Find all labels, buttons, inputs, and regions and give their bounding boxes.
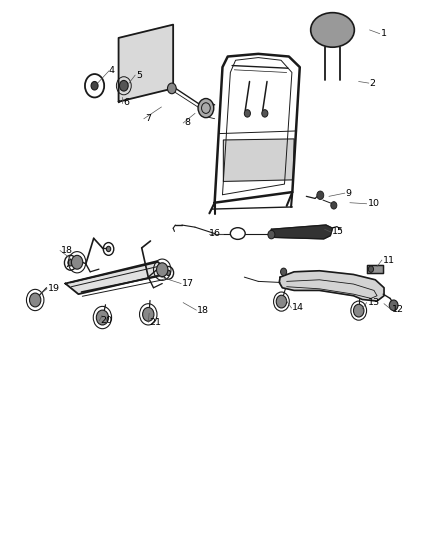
Text: 2: 2 bbox=[370, 78, 376, 87]
Text: 7: 7 bbox=[145, 114, 151, 123]
Circle shape bbox=[262, 110, 268, 117]
Circle shape bbox=[96, 310, 109, 325]
Text: 9: 9 bbox=[346, 189, 352, 198]
Text: 17: 17 bbox=[182, 279, 194, 288]
Circle shape bbox=[268, 230, 275, 239]
Polygon shape bbox=[367, 265, 383, 273]
Text: 18: 18 bbox=[197, 305, 209, 314]
Text: 16: 16 bbox=[209, 229, 221, 238]
Circle shape bbox=[167, 83, 176, 94]
Circle shape bbox=[120, 80, 128, 91]
Polygon shape bbox=[65, 261, 170, 294]
Text: 13: 13 bbox=[367, 298, 380, 307]
Text: 1: 1 bbox=[381, 29, 387, 38]
Circle shape bbox=[281, 268, 287, 276]
Circle shape bbox=[353, 304, 364, 317]
Text: 20: 20 bbox=[100, 316, 112, 325]
Text: 18: 18 bbox=[61, 246, 73, 255]
Text: 5: 5 bbox=[136, 70, 142, 79]
Text: 11: 11 bbox=[383, 256, 395, 264]
Polygon shape bbox=[271, 225, 332, 239]
Circle shape bbox=[389, 300, 398, 311]
Text: 4: 4 bbox=[109, 67, 115, 75]
Circle shape bbox=[156, 263, 168, 277]
Circle shape bbox=[91, 82, 98, 90]
Polygon shape bbox=[223, 139, 294, 181]
Circle shape bbox=[244, 110, 251, 117]
Text: 15: 15 bbox=[332, 228, 344, 237]
Circle shape bbox=[276, 295, 287, 308]
Circle shape bbox=[198, 99, 214, 118]
Circle shape bbox=[68, 260, 73, 266]
Polygon shape bbox=[279, 271, 384, 301]
Circle shape bbox=[368, 266, 374, 272]
Circle shape bbox=[331, 201, 337, 209]
Ellipse shape bbox=[311, 13, 354, 47]
Text: 8: 8 bbox=[184, 118, 190, 127]
Circle shape bbox=[106, 246, 111, 252]
Text: 6: 6 bbox=[123, 98, 129, 107]
Text: 10: 10 bbox=[367, 199, 379, 208]
Polygon shape bbox=[119, 25, 173, 102]
Circle shape bbox=[71, 255, 83, 269]
Text: 14: 14 bbox=[292, 303, 304, 312]
Circle shape bbox=[143, 308, 154, 321]
Text: 12: 12 bbox=[392, 304, 403, 313]
Circle shape bbox=[29, 293, 41, 307]
Text: 19: 19 bbox=[48, 284, 60, 293]
Circle shape bbox=[317, 191, 324, 199]
Text: 21: 21 bbox=[149, 318, 161, 327]
Circle shape bbox=[166, 270, 170, 276]
